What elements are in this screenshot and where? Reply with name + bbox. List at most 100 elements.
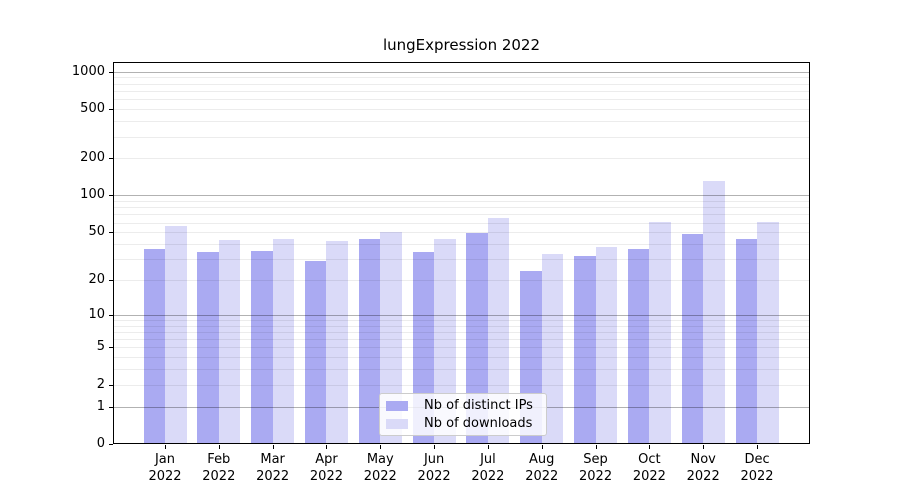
legend-label-downloads: Nb of downloads [424,416,533,431]
x-tick-label-dec: Dec 2022 [740,452,774,484]
x-tick-mark [218,445,220,449]
bar-distinct-ips-oct [627,249,650,444]
x-tick-mark [326,445,328,449]
bar-distinct-ips-may [358,238,381,444]
x-tick-mark [649,445,651,449]
bar-downloads-jul [487,217,510,444]
bar-distinct-ips-jan [143,249,165,444]
x-tick-label-mar: Mar 2022 [256,452,290,484]
bar-downloads-oct [649,221,671,444]
x-tick-label-apr: Apr 2022 [309,452,343,484]
x-tick-label-nov: Nov 2022 [686,452,720,484]
bar-downloads-nov [703,181,725,444]
bar-downloads-sep [595,246,618,444]
y-tick-mark [109,347,113,349]
plot-area [113,62,810,444]
x-tick-label-feb: Feb 2022 [202,452,236,484]
gridline-major [113,314,810,316]
x-tick-label-sep: Sep 2022 [579,452,613,484]
y-tick-label: 200 [80,150,105,166]
gridline-minor [113,109,810,111]
chart-title: lungExpression 2022 [382,36,541,54]
bar-downloads-dec [757,221,779,444]
gridline-minor [113,200,810,202]
bar-distinct-ips-dec [735,238,758,444]
bar-distinct-ips-mar [251,250,273,444]
y-tick-mark [109,158,113,160]
bar-distinct-ips-apr [304,260,327,444]
gridline-minor [113,121,810,123]
gridline-minor [113,232,810,234]
gridline-minor [113,357,810,359]
gridline-minor [113,99,810,101]
x-tick-mark [757,445,759,449]
x-tick-label-jan: Jan 2022 [148,452,182,484]
x-tick-label-may: May 2022 [363,452,397,484]
bar-downloads-jan [165,226,187,444]
y-tick-label: 1000 [71,63,105,79]
x-tick-mark [703,445,705,449]
gridline-minor [113,279,810,281]
y-tick-label: 1 [96,398,105,414]
bar-downloads-may [380,232,402,444]
legend-swatch-downloads [386,418,408,429]
legend-label-distinct-ips: Nb of distinct IPs [424,398,533,413]
legend-item-downloads: Nb of downloads [380,416,546,431]
gridline-minor [113,339,810,341]
y-tick-label: 20 [88,271,105,287]
y-tick-label: 50 [88,224,105,240]
gridline-minor [113,83,810,85]
gridline-minor [113,91,810,92]
x-tick-label-jul: Jul 2022 [471,452,505,484]
y-tick-label: 500 [80,101,105,117]
gridline-minor [113,331,810,333]
x-tick-mark [595,445,597,449]
gridline-minor [113,243,810,245]
bar-downloads-jun [434,238,456,444]
gridline-major [113,71,810,73]
bar-downloads-aug [541,254,564,444]
y-tick-mark [109,384,113,386]
x-tick-mark [541,445,543,449]
gridline-minor [113,325,810,327]
y-tick-label: 0 [96,436,105,451]
x-tick-mark [272,445,274,449]
gridline-minor [113,158,810,160]
gridline-minor [113,369,810,371]
gridline-major [113,195,810,197]
y-tick-label: 5 [96,339,105,355]
y-tick-mark [109,444,113,445]
y-tick-mark [109,406,113,408]
y-tick-mark [109,279,113,281]
x-tick-label-aug: Aug 2022 [525,452,559,484]
bar-distinct-ips-nov [681,234,704,444]
gridline-minor [113,384,810,386]
y-tick-label: 100 [80,187,105,203]
x-tick-mark [434,445,436,449]
gridline-minor [113,207,810,209]
y-tick-label: 2 [96,376,105,392]
y-tick-mark [109,71,113,73]
gridline-minor [113,136,810,138]
bar-distinct-ips-jul [466,233,488,444]
y-tick-mark [109,109,113,111]
x-tick-label-oct: Oct 2022 [632,452,666,484]
y-tick-label: 10 [88,306,105,322]
bar-distinct-ips-sep [574,255,596,444]
gridline-minor [113,222,810,224]
gridline-minor [113,259,810,260]
bar-downloads-feb [218,240,241,444]
gridline-minor [113,77,810,79]
bar-distinct-ips-feb [197,252,219,444]
x-tick-label-jun: Jun 2022 [417,452,451,484]
legend-item-distinct-ips: Nb of distinct IPs [380,398,546,413]
x-tick-mark [380,445,382,449]
gridline-minor [113,319,810,321]
gridline-minor [113,214,810,216]
gridline-minor [113,347,810,349]
legend-swatch-distinct-ips [386,400,408,411]
y-tick-mark [109,195,113,197]
y-tick-mark [109,314,113,316]
x-tick-mark [487,445,489,449]
